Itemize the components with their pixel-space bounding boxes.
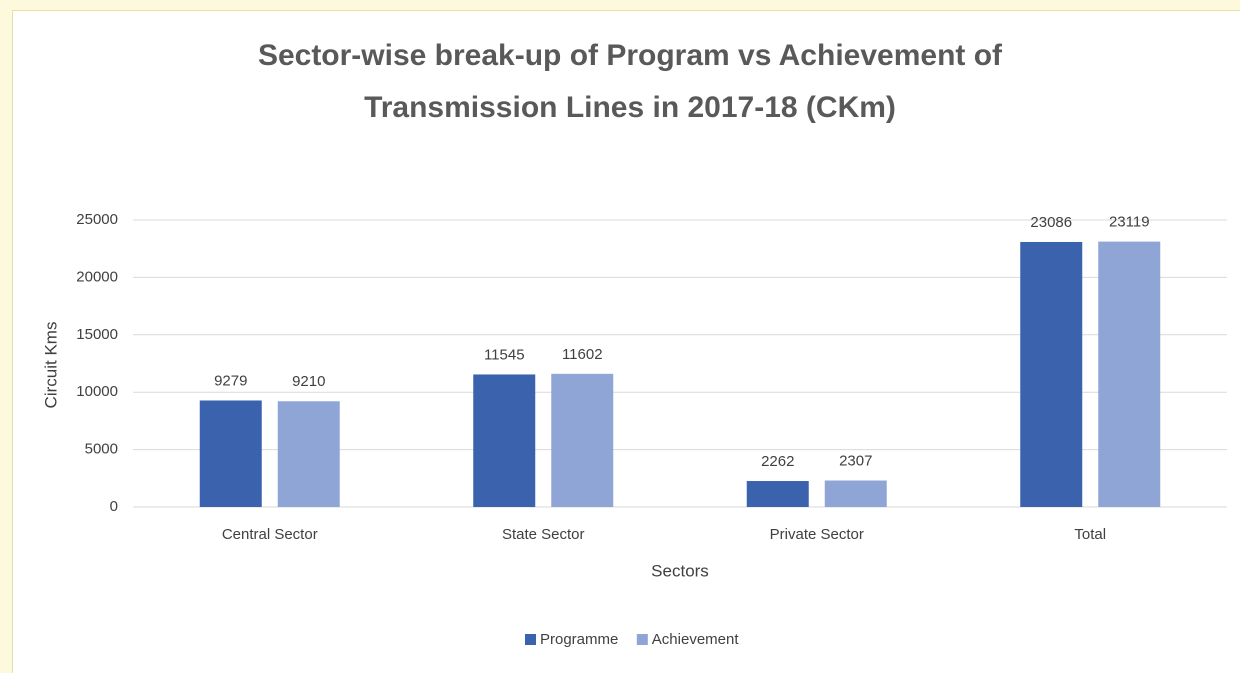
bar [746, 481, 809, 507]
x-tick-label: Private Sector [770, 526, 864, 543]
y-tick-label: 10000 [76, 383, 118, 400]
y-tick-label: 25000 [76, 211, 118, 228]
y-axis-label: Circuit Kms [41, 322, 60, 409]
legend-label: Achievement [652, 631, 740, 648]
bar [199, 400, 262, 507]
data-label: 9279 [214, 372, 247, 389]
x-axis-label: Sectors [651, 561, 709, 580]
legend-label: Programme [540, 631, 618, 648]
data-label: 23119 [1109, 214, 1150, 231]
x-tick-label: State Sector [502, 526, 585, 543]
bar [551, 373, 614, 507]
y-tick-label: 5000 [85, 441, 118, 458]
data-label: 2262 [761, 453, 794, 470]
data-label: 9210 [292, 373, 325, 390]
bar [1020, 241, 1083, 507]
y-tick-label: 0 [110, 498, 118, 515]
y-tick-label: 15000 [76, 326, 118, 343]
y-tick-label: 20000 [76, 268, 118, 285]
legend-swatch [525, 634, 536, 645]
chart-title: Sector-wise break-up of Program vs Achie… [257, 39, 1003, 124]
data-label: 11545 [484, 346, 525, 363]
x-tick-label: Central Sector [222, 526, 318, 543]
bar [277, 401, 340, 507]
legend-swatch [636, 634, 648, 645]
data-label: 23086 [1030, 214, 1072, 231]
bar [824, 480, 887, 507]
bar [1098, 241, 1161, 508]
bar [473, 374, 536, 507]
data-label: 11602 [562, 346, 603, 363]
data-label: 2307 [839, 452, 872, 469]
x-tick-label: Total [1074, 526, 1106, 543]
